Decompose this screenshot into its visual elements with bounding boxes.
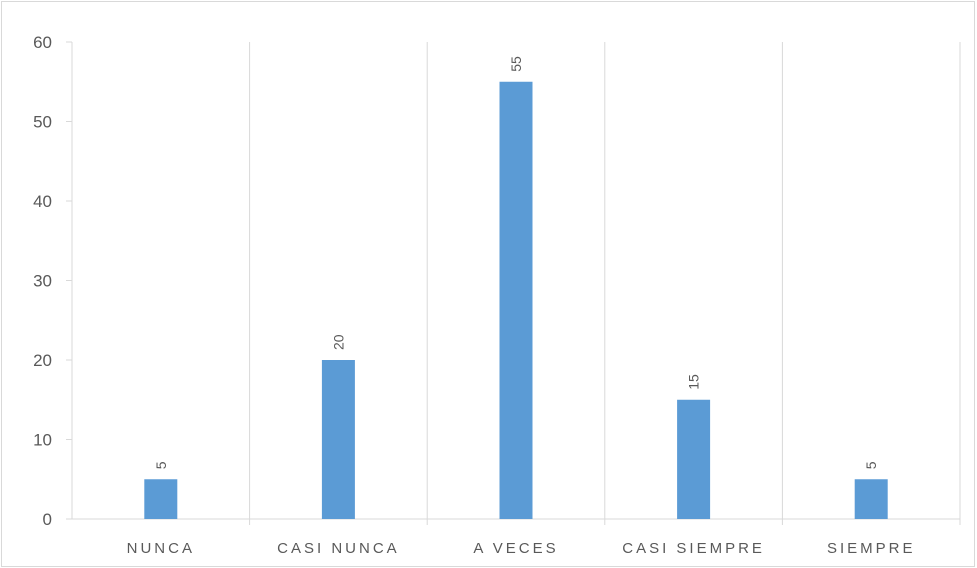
data-label: 5 xyxy=(863,461,879,469)
y-tick-label: 40 xyxy=(33,192,52,211)
data-label: 15 xyxy=(686,374,702,390)
bar xyxy=(677,399,711,519)
x-tick-label: SIEMPRE xyxy=(827,540,916,557)
y-tick-label: 0 xyxy=(43,510,52,529)
bar xyxy=(499,81,533,519)
y-tick-label: 30 xyxy=(33,272,52,291)
y-tick-label: 20 xyxy=(33,351,52,370)
bar xyxy=(854,479,888,519)
data-label: 20 xyxy=(330,334,346,350)
data-label: 5 xyxy=(153,461,169,469)
label-layer: 0 10 20 30 40 50 60 5 NUNCA 20 CASI NUNCA 55 A VECES… xyxy=(33,33,916,557)
x-tick-label: CASI SIEMPRE xyxy=(622,540,765,557)
x-tick-label: NUNCA xyxy=(127,540,195,557)
data-label: 55 xyxy=(508,56,524,72)
bar-layer xyxy=(144,81,888,519)
bar xyxy=(321,360,355,519)
y-tick-label: 10 xyxy=(33,431,52,450)
x-tick-label: CASI NUNCA xyxy=(277,540,400,557)
y-tick-label: 50 xyxy=(33,113,52,132)
y-tick-label: 60 xyxy=(33,33,52,52)
bar xyxy=(144,479,178,519)
x-tick-label: A VECES xyxy=(473,540,558,557)
